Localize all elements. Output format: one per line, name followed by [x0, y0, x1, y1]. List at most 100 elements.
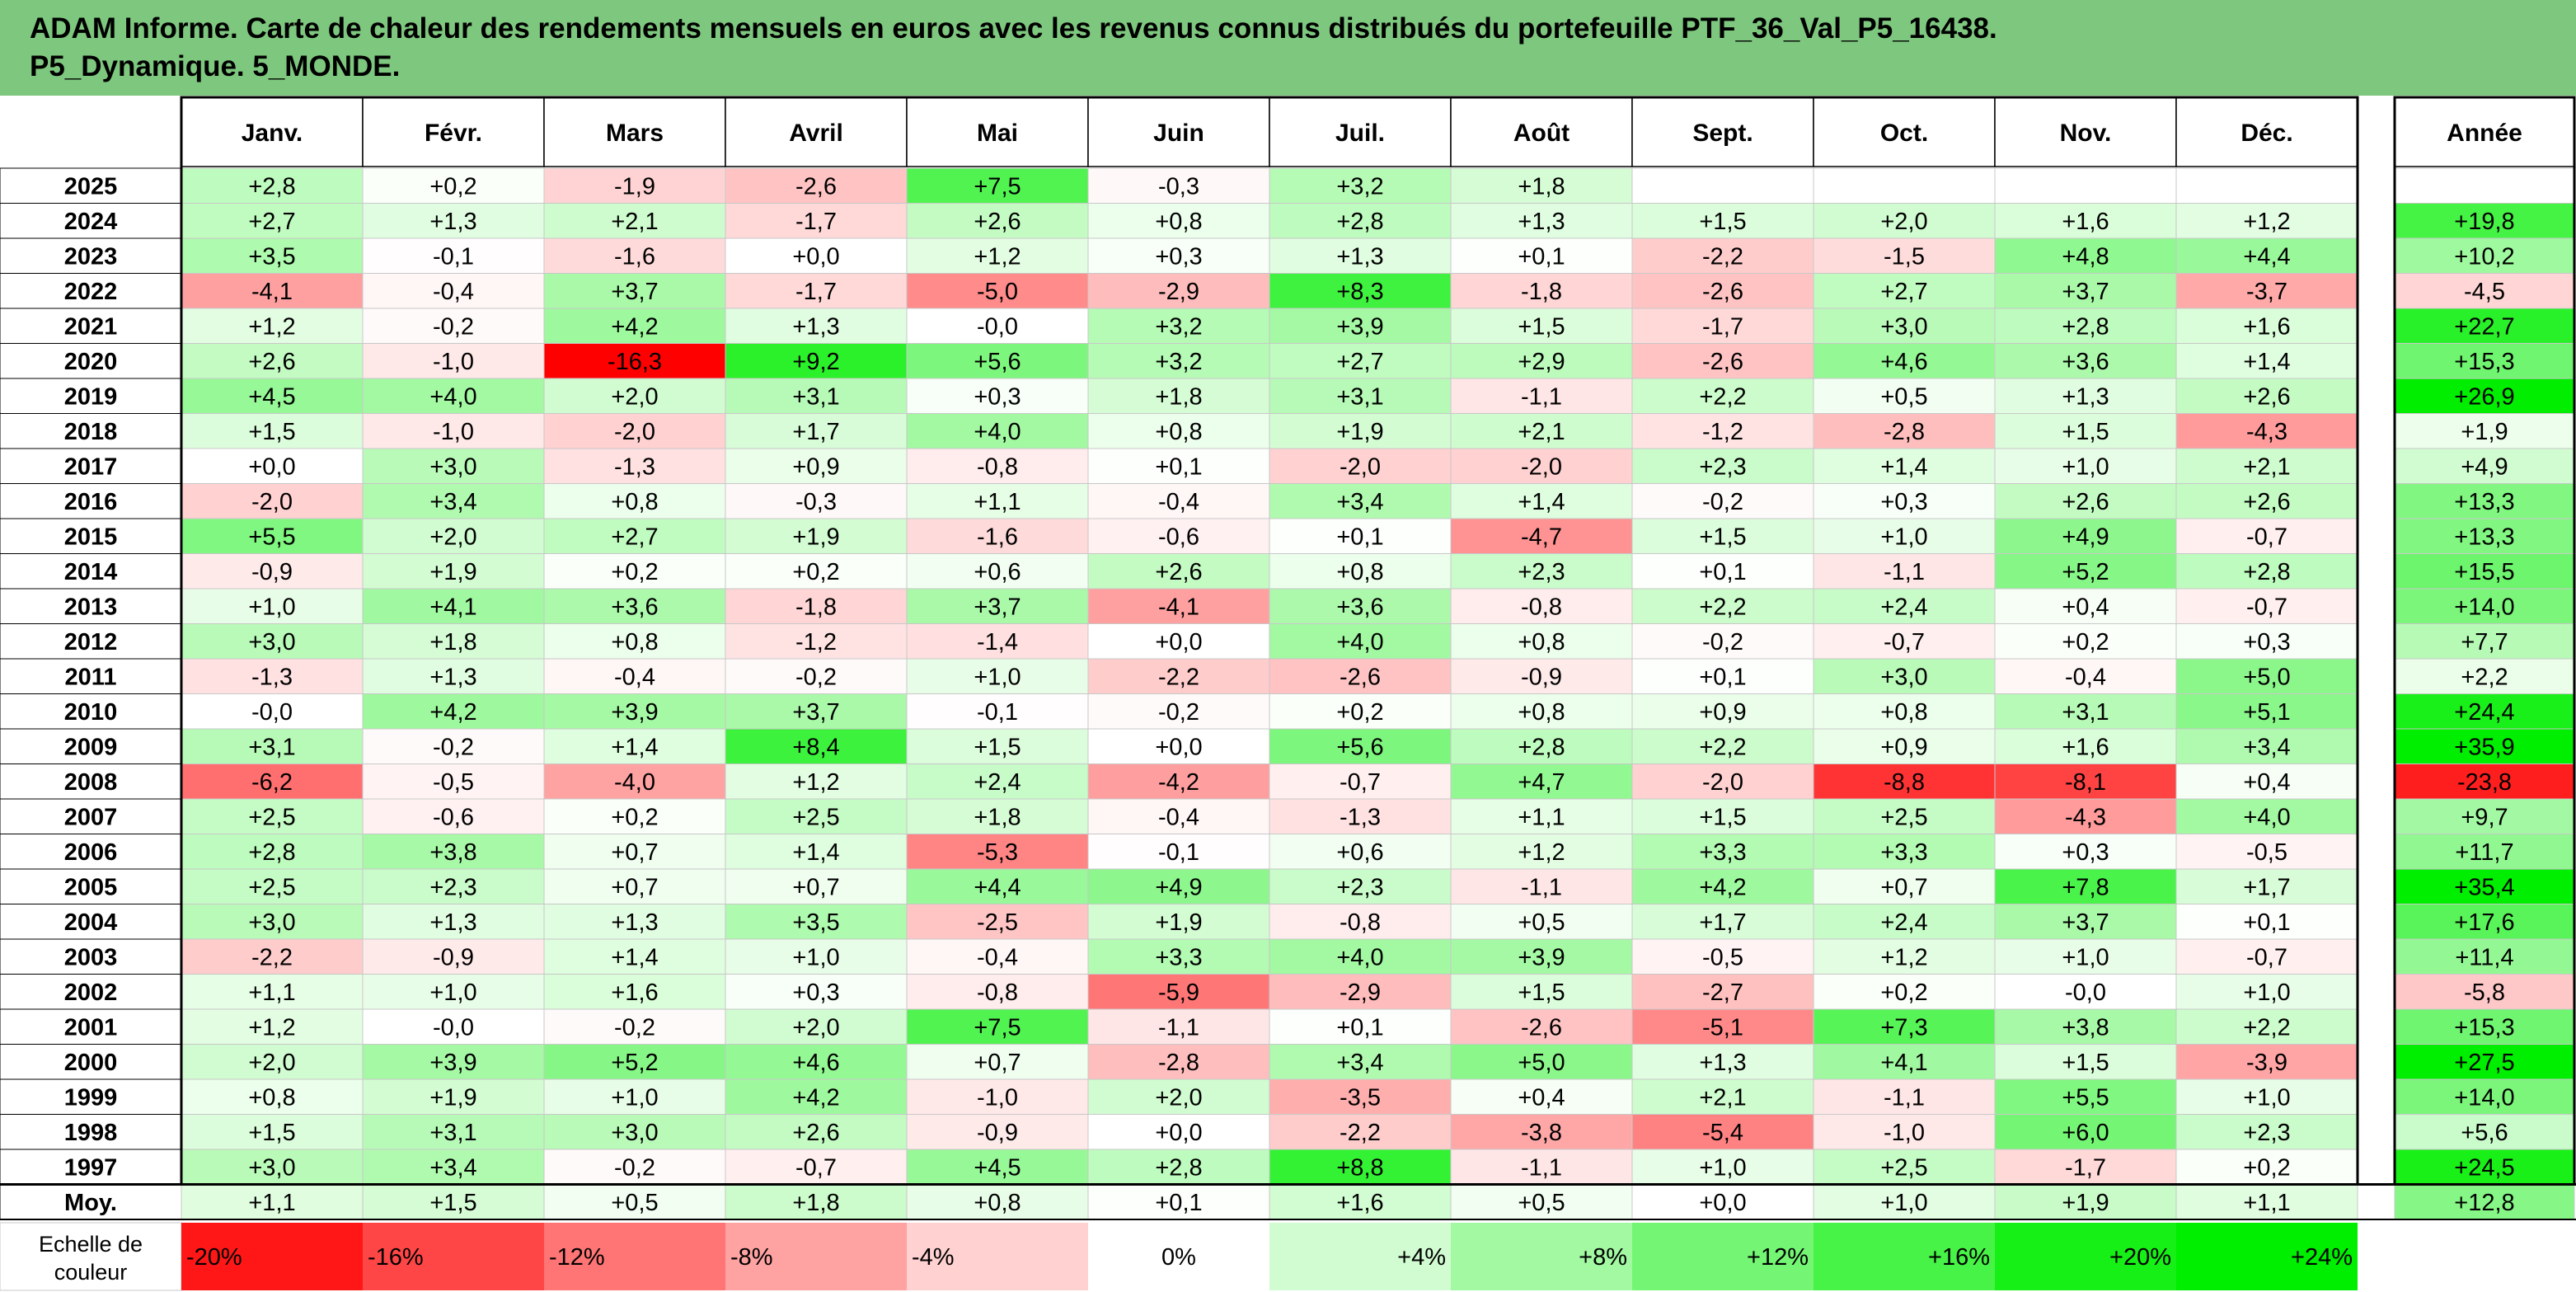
heat-cell-value: -0,8	[977, 453, 1018, 480]
annual-cell	[2394, 378, 2575, 414]
heat-cell-value: +1,3	[429, 909, 476, 936]
chart-title-line-1: ADAM Informe. Carte de chaleur des rende…	[30, 12, 1997, 45]
heat-cell	[1631, 588, 1814, 624]
heat-cell-value: +3,0	[248, 1154, 295, 1181]
heat-cell-value: +0,2	[429, 173, 476, 200]
heat-cell-value: -8,1	[2065, 769, 2106, 796]
heat-cell	[2175, 938, 2358, 975]
heat-cell-value: +2,6	[248, 349, 295, 375]
heat-cell	[1994, 1184, 2177, 1220]
heat-cell-value: -3,7	[2246, 279, 2287, 305]
heat-cell-value: +2,6	[2062, 489, 2109, 515]
heat-cell-value: +1,7	[1699, 909, 1746, 936]
heat-cell-value: +1,5	[1518, 313, 1565, 340]
heat-cell-value: -0,4	[614, 664, 655, 690]
heat-cell-value: +1,4	[1518, 489, 1565, 515]
heat-cell	[1269, 518, 1452, 554]
heat-cell-value: +3,9	[1518, 944, 1565, 970]
month-header-label: Janv.	[242, 120, 303, 147]
year-row-label-cell	[0, 483, 182, 519]
year-row-label: 1999	[64, 1084, 118, 1111]
heat-cell-value: +0,0	[248, 453, 295, 480]
heat-cell	[1813, 728, 1996, 764]
month-header-label: Juin	[1153, 120, 1204, 147]
heat-cell-value: +0,6	[974, 559, 1021, 585]
heat-cell-value: +4,2	[611, 313, 658, 340]
heat-cell	[1994, 343, 2177, 379]
heat-cell	[1994, 1078, 2177, 1115]
heat-cell	[1269, 273, 1452, 309]
heat-cell-value: -1,7	[795, 209, 837, 235]
heat-cell-value: +2,2	[1699, 383, 1746, 410]
year-row-label-cell	[0, 868, 182, 904]
heat-cell	[1087, 237, 1270, 274]
heat-cell-value: +0,1	[2243, 909, 2290, 936]
scale-swatch-label: -4%	[912, 1244, 955, 1271]
heat-cell-value: -2,9	[1340, 980, 1381, 1006]
heat-cell	[906, 273, 1089, 309]
scale-swatch	[1269, 1223, 1451, 1290]
heat-cell-value: +2,5	[1880, 804, 1927, 830]
heat-cell	[1087, 728, 1270, 764]
heat-cell-value: -0,9	[251, 559, 293, 585]
heat-cell-value: -5,3	[977, 839, 1018, 866]
heat-cell-value: +2,5	[248, 874, 295, 900]
heat-cell-value: +4,2	[429, 699, 476, 726]
heat-cell	[1813, 167, 1996, 204]
year-row-label: 2001	[64, 1014, 118, 1041]
annual-cell	[2394, 588, 2575, 624]
year-row-label-cell	[0, 588, 182, 624]
heat-cell	[1450, 553, 1633, 590]
heat-cell	[2175, 763, 2358, 800]
heat-cell-value: +2,0	[792, 1014, 839, 1041]
year-row-label: 2024	[64, 209, 118, 235]
annual-cell-value: +15,3	[2454, 349, 2514, 375]
heat-cell-value: -16,3	[608, 349, 662, 375]
year-row-label: 2000	[64, 1050, 118, 1076]
heat-cell	[1269, 167, 1452, 204]
heat-cell	[1450, 1184, 1633, 1220]
heat-cell-value: -0,0	[977, 313, 1018, 340]
heat-cell	[1813, 623, 1996, 660]
heat-cell-value: -4,3	[2065, 804, 2106, 830]
heat-cell-value: +1,7	[792, 419, 839, 445]
heat-cell	[1269, 868, 1452, 904]
heat-cell-value: +3,6	[1336, 594, 1383, 620]
heat-cell	[1269, 728, 1452, 764]
year-row-label-cell	[0, 518, 182, 554]
heat-cell	[1994, 1114, 2177, 1150]
heat-cell	[1269, 237, 1452, 274]
heat-cell-value: +4,9	[1155, 874, 1202, 900]
heat-cell	[362, 1149, 545, 1185]
heat-cell-value: -5,1	[1702, 1014, 1743, 1041]
year-row-label: 2022	[64, 279, 118, 305]
heat-cell-value: +1,4	[792, 839, 839, 866]
heat-cell	[906, 623, 1089, 660]
year-row-label: 2023	[64, 243, 118, 270]
heat-cell-value: -4,3	[2246, 419, 2287, 445]
heat-cell-value: -0,9	[433, 944, 474, 970]
heat-cell-value: -0,7	[795, 1154, 837, 1181]
heat-cell-value: +2,6	[1155, 559, 1202, 585]
heat-cell-value: +1,5	[2062, 419, 2109, 445]
heat-cell	[1269, 623, 1452, 660]
heat-cell	[906, 1149, 1089, 1185]
heat-cell-value: +1,8	[1518, 173, 1565, 200]
heat-cell	[2175, 623, 2358, 660]
heat-cell	[2175, 308, 2358, 344]
heat-cell-value: +0,3	[974, 383, 1021, 410]
annual-cell	[2394, 273, 2575, 309]
heat-cell-value: +3,2	[1336, 173, 1383, 200]
heat-cell-value: -1,1	[1884, 1084, 1925, 1111]
heat-cell-value: +5,6	[1336, 734, 1383, 760]
heat-cell-value: -1,6	[977, 524, 1018, 550]
heat-cell-value: -3,8	[1521, 1120, 1562, 1146]
heat-cell-value: +2,8	[1336, 209, 1383, 235]
heat-cell-value: +1,2	[792, 769, 839, 796]
heat-cell	[1631, 658, 1814, 694]
heat-cell	[362, 834, 545, 870]
heat-cell-value: -2,9	[1158, 279, 1199, 305]
heat-cell	[181, 553, 364, 590]
heat-cell-value: -0,9	[1521, 664, 1562, 690]
heat-cell	[1087, 483, 1270, 519]
